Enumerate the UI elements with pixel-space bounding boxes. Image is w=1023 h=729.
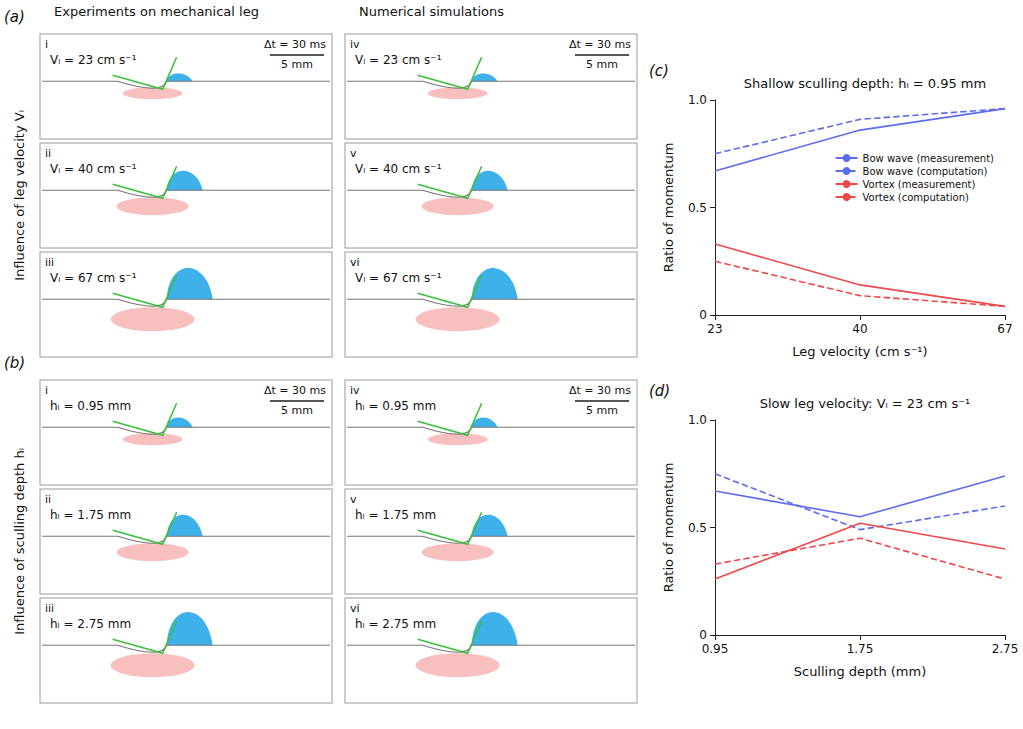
svg-text:Δt = 30 ms: Δt = 30 ms xyxy=(264,384,326,397)
svg-text:hₗ = 0.95 mm: hₗ = 0.95 mm xyxy=(50,399,131,413)
svg-text:0.5: 0.5 xyxy=(688,521,707,535)
svg-text:2.75: 2.75 xyxy=(992,642,1019,656)
svg-text:iii: iii xyxy=(45,256,54,269)
svg-text:5 mm: 5 mm xyxy=(281,404,313,417)
svg-text:hₗ = 1.75 mm: hₗ = 1.75 mm xyxy=(50,508,131,522)
svg-text:Vₗ = 67 cm s⁻¹: Vₗ = 67 cm s⁻¹ xyxy=(50,271,137,285)
svg-text:Vₗ = 23 cm s⁻¹: Vₗ = 23 cm s⁻¹ xyxy=(355,53,442,67)
svg-text:ii: ii xyxy=(45,147,51,160)
svg-text:hₗ = 2.75 mm: hₗ = 2.75 mm xyxy=(355,617,436,631)
svg-text:Vortex (measurement): Vortex (measurement) xyxy=(863,179,976,190)
svg-text:5 mm: 5 mm xyxy=(586,58,618,71)
svg-text:v: v xyxy=(350,147,357,160)
svg-text:v: v xyxy=(350,493,357,506)
svg-text:0.5: 0.5 xyxy=(688,201,707,215)
svg-text:Leg velocity (cm s⁻¹): Leg velocity (cm s⁻¹) xyxy=(792,344,927,359)
svg-text:Bow wave (computation): Bow wave (computation) xyxy=(863,166,988,177)
svg-text:ii: ii xyxy=(45,493,51,506)
svg-text:5 mm: 5 mm xyxy=(281,58,313,71)
svg-text:67: 67 xyxy=(997,322,1012,336)
svg-text:Vₗ = 67 cm s⁻¹: Vₗ = 67 cm s⁻¹ xyxy=(355,271,442,285)
svg-text:Influence of leg velocity Vₗ: Influence of leg velocity Vₗ xyxy=(12,110,27,281)
svg-text:23: 23 xyxy=(707,322,722,336)
svg-text:1.0: 1.0 xyxy=(688,413,707,427)
svg-text:40: 40 xyxy=(852,322,867,336)
svg-text:Vortex (computation): Vortex (computation) xyxy=(863,192,969,203)
svg-text:Numerical simulations: Numerical simulations xyxy=(359,4,504,19)
svg-text:Experiments on mechanical leg: Experiments on mechanical leg xyxy=(54,4,259,19)
svg-text:Vₗ = 23 cm s⁻¹: Vₗ = 23 cm s⁻¹ xyxy=(50,53,137,67)
svg-text:Shallow sculling depth: hₗ = 0: Shallow sculling depth: hₗ = 0.95 mm xyxy=(744,76,986,91)
svg-text:0.95: 0.95 xyxy=(702,642,729,656)
svg-text:Δt = 30 ms: Δt = 30 ms xyxy=(569,384,631,397)
svg-text:Sculling depth (mm): Sculling depth (mm) xyxy=(794,664,927,679)
svg-text:(a): (a) xyxy=(4,8,25,26)
svg-text:i: i xyxy=(45,38,48,51)
svg-text:i: i xyxy=(45,384,48,397)
svg-text:Slow leg velocity: Vₗ = 23 cm: Slow leg velocity: Vₗ = 23 cm s⁻¹ xyxy=(760,396,971,411)
svg-text:0: 0 xyxy=(699,628,707,642)
svg-text:iv: iv xyxy=(350,38,360,51)
svg-text:(b): (b) xyxy=(4,354,25,372)
svg-text:hₗ = 0.95 mm: hₗ = 0.95 mm xyxy=(355,399,436,413)
svg-text:5 mm: 5 mm xyxy=(586,404,618,417)
svg-text:Bow wave (measurement): Bow wave (measurement) xyxy=(863,153,995,164)
svg-text:(d): (d) xyxy=(649,382,670,400)
svg-text:vi: vi xyxy=(350,602,360,615)
svg-text:1.0: 1.0 xyxy=(688,93,707,107)
svg-text:iii: iii xyxy=(45,602,54,615)
svg-text:(c): (c) xyxy=(649,62,669,80)
svg-text:Vₗ = 40 cm s⁻¹: Vₗ = 40 cm s⁻¹ xyxy=(355,162,442,176)
svg-text:Δt = 30 ms: Δt = 30 ms xyxy=(569,38,631,51)
svg-text:1.75: 1.75 xyxy=(847,642,874,656)
svg-text:Ratio of momentum: Ratio of momentum xyxy=(661,143,676,273)
svg-text:hₗ = 1.75 mm: hₗ = 1.75 mm xyxy=(355,508,436,522)
svg-text:vi: vi xyxy=(350,256,360,269)
svg-text:0: 0 xyxy=(699,308,707,322)
svg-text:Influence of sculling depth hₗ: Influence of sculling depth hₗ xyxy=(12,448,27,635)
svg-text:Vₗ = 40 cm s⁻¹: Vₗ = 40 cm s⁻¹ xyxy=(50,162,137,176)
svg-text:hₗ = 2.75 mm: hₗ = 2.75 mm xyxy=(50,617,131,631)
svg-text:iv: iv xyxy=(350,384,360,397)
svg-text:Ratio of momentum: Ratio of momentum xyxy=(661,463,676,593)
svg-text:Δt = 30 ms: Δt = 30 ms xyxy=(264,38,326,51)
